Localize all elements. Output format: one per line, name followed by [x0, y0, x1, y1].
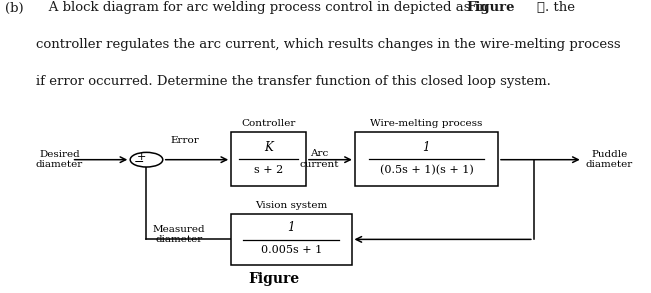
Text: Controller: Controller [242, 119, 296, 128]
Text: +: + [137, 152, 146, 162]
Circle shape [130, 152, 163, 167]
Text: Desired
diameter: Desired diameter [36, 150, 83, 169]
Text: K: K [264, 141, 273, 154]
Text: Wire-melting process: Wire-melting process [370, 119, 482, 128]
Text: Figure: Figure [467, 1, 516, 14]
Text: (b): (b) [5, 1, 24, 14]
Text: controller regulates the arc current, which results changes in the wire-melting : controller regulates the arc current, wh… [36, 38, 620, 51]
Bar [231, 132, 306, 186]
Text: s + 2: s + 2 [254, 165, 283, 175]
Text: −: − [133, 156, 144, 169]
Text: 0.005s + 1: 0.005s + 1 [260, 246, 322, 255]
Text: 1: 1 [422, 141, 430, 154]
Text: A block diagram for arc welding process control in depicted as in: A block diagram for arc welding process … [36, 1, 492, 14]
Text: if error occurred. Determine the transfer function of this closed loop system.: if error occurred. Determine the transfe… [36, 75, 551, 88]
Text: Figure: Figure [248, 272, 299, 286]
Text: Error: Error [171, 136, 199, 145]
Text: (0.5s + 1)(s + 1): (0.5s + 1)(s + 1) [380, 165, 473, 175]
Bar [355, 132, 498, 186]
Bar [231, 214, 352, 265]
Text: Arc
current: Arc current [299, 149, 339, 168]
Text: ∴. the: ∴. the [503, 1, 575, 14]
Text: Vision system: Vision system [255, 201, 327, 210]
Text: 1: 1 [288, 221, 295, 234]
Text: Measured
diameter: Measured diameter [153, 225, 205, 244]
Text: Puddle
diameter: Puddle diameter [586, 150, 633, 169]
